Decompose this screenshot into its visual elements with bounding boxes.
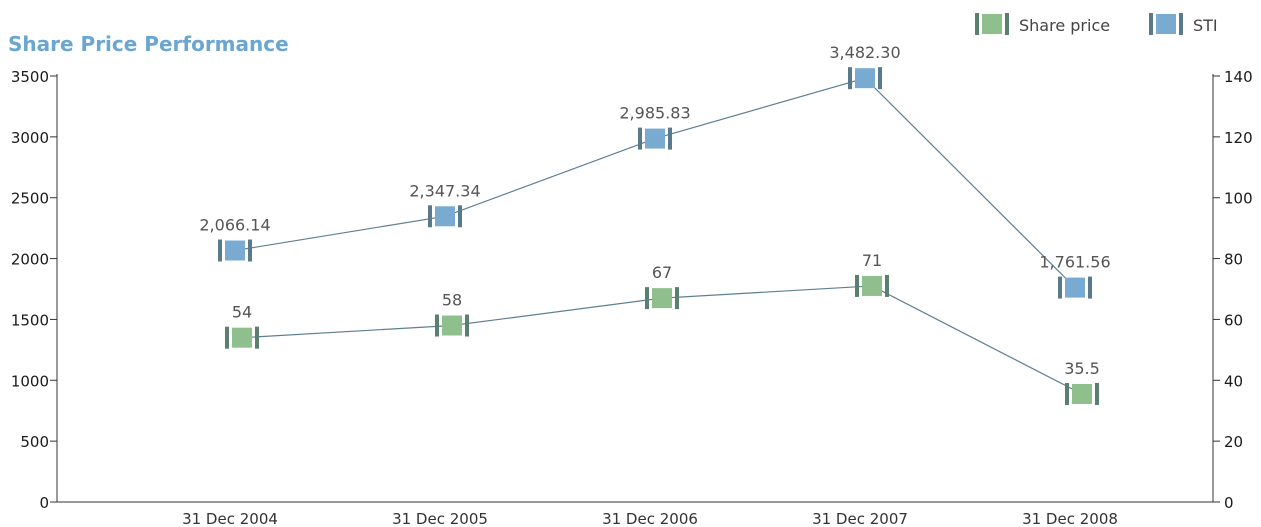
legend-swatch — [975, 13, 1009, 35]
data-label: 3,482.30 — [829, 43, 900, 62]
data-point — [1058, 276, 1092, 299]
x-tick-label: 31 Dec 2008 — [1022, 510, 1118, 527]
data-label: 2,347.34 — [409, 181, 480, 200]
right-tick-label: 40 — [1224, 372, 1243, 390]
data-point — [1065, 382, 1099, 405]
data-label: 2,985.83 — [619, 104, 690, 123]
right-tick-label: 140 — [1224, 68, 1253, 86]
axes: 0 500 1000 1500 2000 2500 3000 3500 0 20 40 60 80 100… — [11, 68, 1253, 527]
data-labels: 54 58 67 71 35.5 2,066.14 2,347.34 2,985.83 3,48… — [199, 43, 1110, 378]
data-point — [638, 127, 672, 150]
series-lines — [234, 77, 1083, 395]
data-point — [435, 314, 469, 337]
data-point — [225, 326, 259, 349]
data-label: 2,066.14 — [199, 216, 270, 235]
left-tick-label: 0 — [39, 494, 49, 512]
x-tick-label: 31 Dec 2004 — [182, 510, 278, 527]
right-tick-label: 0 — [1224, 494, 1234, 512]
right-tick-label: 100 — [1224, 190, 1253, 208]
left-tick-label: 3500 — [11, 68, 49, 86]
data-label: 35.5 — [1064, 359, 1100, 378]
left-tick-label: 3000 — [11, 129, 49, 147]
right-tick-label: 80 — [1224, 251, 1243, 269]
x-tick-label: 31 Dec 2006 — [602, 510, 698, 527]
left-tick-label: 500 — [20, 433, 49, 451]
data-label: 1,761.56 — [1039, 253, 1110, 272]
x-tick-label: 31 Dec 2005 — [392, 510, 488, 527]
left-tick-label: 1500 — [11, 311, 49, 329]
right-tick-label: 120 — [1224, 129, 1253, 147]
legend-label: Share price — [1019, 16, 1110, 35]
chart-title: Share Price Performance — [8, 32, 289, 56]
data-point — [218, 239, 252, 262]
left-tick-label: 2500 — [11, 190, 49, 208]
legend-label: STI — [1193, 16, 1218, 35]
data-point — [645, 287, 679, 310]
left-tick-label: 2000 — [11, 251, 49, 269]
data-point — [855, 274, 889, 297]
data-point — [428, 205, 462, 228]
right-tick-label: 20 — [1224, 433, 1243, 451]
left-tick-label: 1000 — [11, 372, 49, 390]
right-tick-label: 60 — [1224, 311, 1243, 329]
legend: Share price STI — [975, 13, 1218, 35]
legend-swatch — [1149, 13, 1183, 35]
data-label: 58 — [442, 291, 462, 310]
x-tick-label: 31 Dec 2007 — [812, 510, 908, 527]
data-point — [848, 67, 882, 90]
data-label: 54 — [232, 303, 252, 322]
series-markers — [218, 67, 1099, 405]
data-label: 67 — [652, 263, 672, 282]
data-label: 71 — [862, 251, 882, 270]
